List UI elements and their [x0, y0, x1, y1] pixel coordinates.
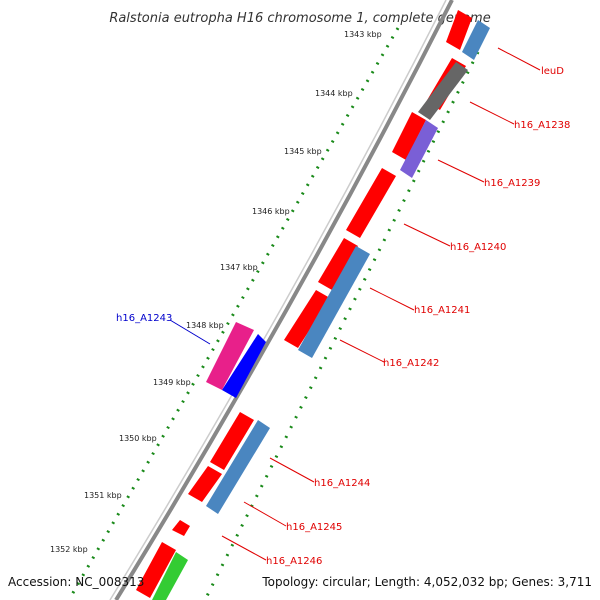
gene-feature[interactable] [298, 246, 370, 358]
gene-label-leuD[interactable]: leuD [541, 66, 564, 77]
tick-label: 1346 kbp [252, 207, 290, 216]
gene-label-h16-a1243[interactable]: h16_A1243 [116, 313, 172, 324]
tick-label: 1343 kbp [344, 30, 382, 39]
tick-label: 1352 kbp [50, 545, 88, 554]
cds-feature[interactable] [392, 112, 426, 160]
gene-label-h16-a1246[interactable]: h16_A1246 [266, 556, 322, 567]
cds-track [136, 10, 472, 598]
gene-track [152, 20, 490, 600]
tick-label: 1347 kbp [220, 263, 258, 272]
gene-feature[interactable] [152, 552, 188, 600]
map-title: Ralstonia eutropha H16 chromosome 1, com… [109, 11, 490, 26]
cds-feature[interactable] [446, 10, 472, 50]
gene-label-h16-a1244[interactable]: h16_A1244 [314, 478, 370, 489]
gene-feature[interactable] [206, 420, 270, 514]
tick-label: 1350 kbp [119, 434, 157, 443]
gene-label-h16-a1239[interactable]: h16_A1239 [484, 178, 540, 189]
genome-summary-text: Topology: circular; Length: 4,052,032 bp… [261, 575, 592, 589]
gene-label-h16-a1241[interactable]: h16_A1241 [414, 305, 470, 316]
gene-feature[interactable] [206, 322, 254, 390]
accession-text: Accession: NC_008313 [8, 575, 144, 589]
cds-feature[interactable] [210, 412, 254, 470]
reverse-gene-track [206, 322, 266, 398]
tick-label: 1344 kbp [315, 89, 353, 98]
cds-feature[interactable] [284, 290, 330, 348]
cds-feature[interactable] [318, 238, 358, 290]
gene-feature[interactable] [222, 334, 266, 398]
gene-labels: leuD h16_A1238 h16_A1239 h16_A1240 h16_A… [116, 66, 570, 567]
gene-label-h16-a1240[interactable]: h16_A1240 [450, 242, 506, 253]
tick-label: 1351 kbp [84, 491, 122, 500]
gene-feature[interactable] [418, 62, 468, 120]
cds-feature[interactable] [136, 542, 176, 598]
label-leader-lines [169, 47, 541, 561]
cds-feature[interactable] [172, 520, 190, 536]
gene-feature[interactable] [462, 20, 490, 60]
gene-label-h16-a1238[interactable]: h16_A1238 [514, 120, 570, 131]
chromosome-backbone [109, 0, 454, 600]
gene-label-h16-a1242[interactable]: h16_A1242 [383, 358, 439, 369]
tick-label: 1349 kbp [153, 378, 191, 387]
tick-label: 1348 kbp [186, 321, 224, 330]
scale-ticks: 1343 kbp 1344 kbp 1345 kbp 1346 kbp 1347… [50, 30, 382, 554]
gene-label-h16-a1245[interactable]: h16_A1245 [286, 522, 342, 533]
cds-feature[interactable] [188, 466, 222, 502]
gc-skew-track-inner [204, 51, 480, 599]
tick-label: 1345 kbp [284, 147, 322, 156]
gene-feature[interactable] [400, 120, 438, 178]
cds-feature[interactable] [346, 168, 396, 238]
